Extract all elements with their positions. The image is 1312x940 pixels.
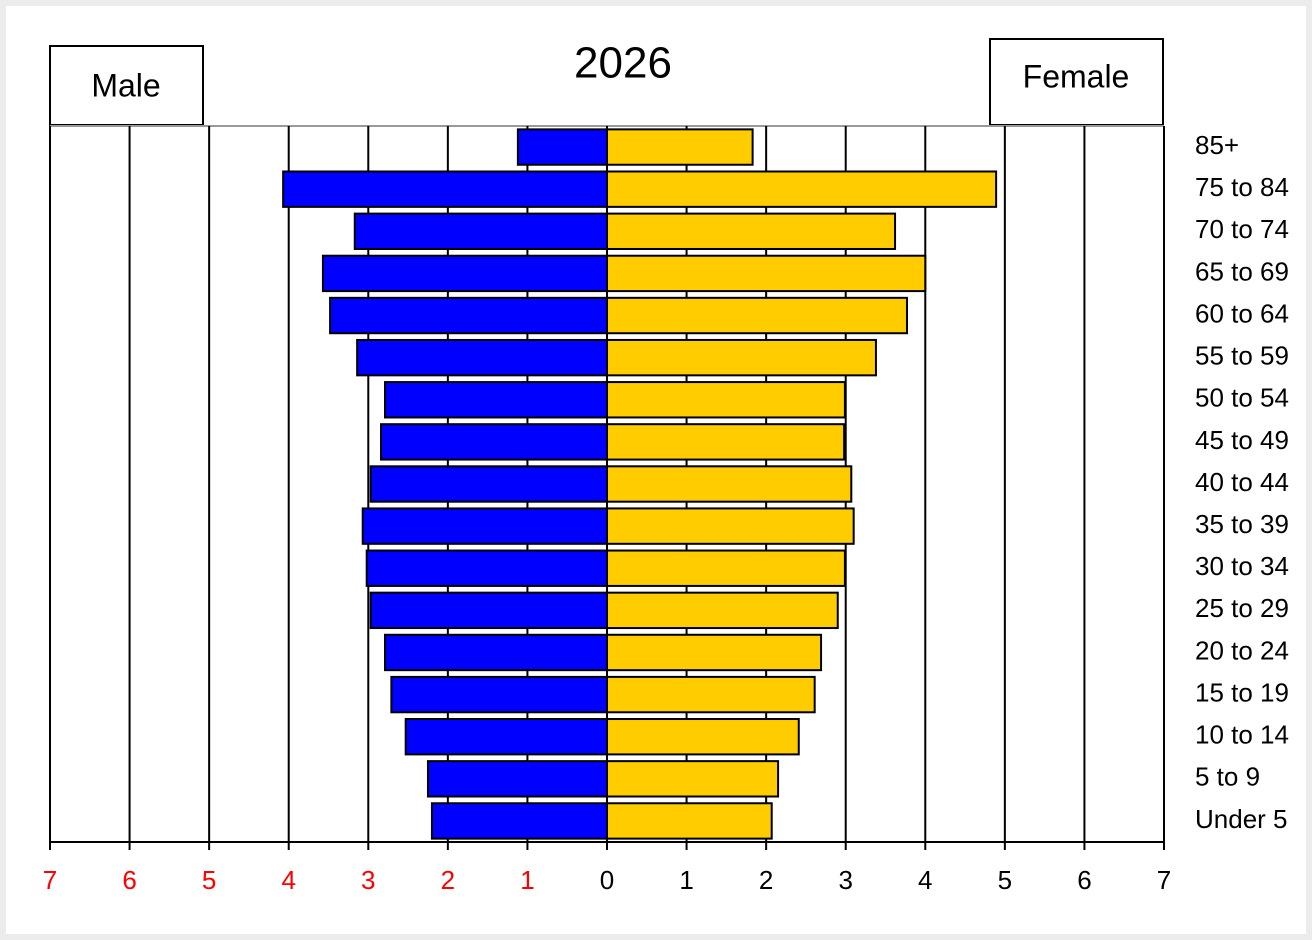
bar [383,633,609,672]
x-tick-label: 6 [1077,865,1091,895]
chart-title: 2026 [574,39,672,88]
bar [430,802,609,840]
category-label: 20 to 24 [1195,635,1289,665]
bar [606,338,877,377]
x-tick-label: 4 [918,865,932,895]
x-tick-label: 1 [520,865,534,895]
bar [606,549,846,587]
bar [404,718,609,756]
bar [606,212,897,250]
bar [606,675,816,714]
bar [383,381,609,419]
legend-label: Female [1023,58,1130,94]
bar [606,254,927,293]
category-label: 60 to 64 [1195,298,1289,328]
bar [356,338,608,377]
category-label: 10 to 14 [1195,720,1289,750]
x-tick-label: 2 [441,865,455,895]
x-tick-label: 0 [600,865,614,895]
bar [606,296,908,335]
category-label: Under 5 [1195,804,1288,834]
category-label: 5 to 9 [1195,762,1260,792]
bar [369,591,608,630]
x-tick-label: 7 [1157,865,1171,895]
category-label: 75 to 84 [1195,172,1289,202]
bar [369,465,608,503]
bar [606,128,754,166]
bar [516,128,609,166]
category-label: 25 to 29 [1195,593,1289,623]
x-tick-label: 2 [759,865,773,895]
category-label: 70 to 74 [1195,214,1289,244]
bar [606,802,773,840]
category-label: 65 to 69 [1195,256,1289,286]
bar [426,760,609,798]
category-label: 30 to 34 [1195,551,1289,581]
x-tick-label: 3 [838,865,852,895]
x-tick-label: 5 [998,865,1012,895]
bar [321,254,608,293]
bar [606,718,800,756]
bar [390,675,608,714]
category-label: 45 to 49 [1195,425,1289,455]
bar [329,296,608,335]
category-label: 40 to 44 [1195,467,1289,497]
bar [282,170,608,208]
bar [365,549,608,587]
category-label: 35 to 39 [1195,509,1289,539]
bar [606,507,855,545]
x-tick-label: 6 [122,865,136,895]
category-label: 15 to 19 [1195,677,1289,707]
bar [380,423,609,461]
bar [606,633,823,672]
x-tick-label: 1 [679,865,693,895]
bar [606,423,846,461]
x-tick-label: 4 [281,865,295,895]
category-label: 50 to 54 [1195,383,1289,413]
bar [606,591,839,630]
category-label: 55 to 59 [1195,341,1289,371]
bar [606,381,846,419]
bar [606,465,853,503]
x-tick-label: 7 [43,865,57,895]
legend-box [989,38,1164,126]
bar [606,170,998,208]
legend-label: Male [91,67,160,103]
x-tick-label: 3 [361,865,375,895]
bar [353,212,608,250]
x-tick-label: 5 [202,865,216,895]
bar [361,507,609,545]
bar [606,760,780,798]
category-label: 85+ [1195,130,1239,160]
legend-box [49,45,204,126]
